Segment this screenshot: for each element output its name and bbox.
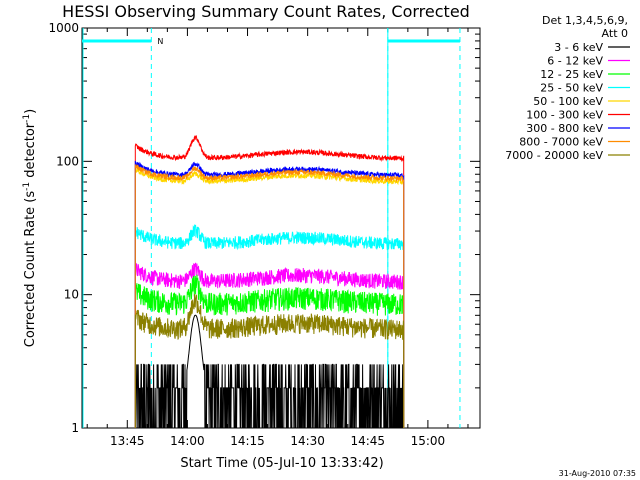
- x-tick-label: 13:45: [110, 434, 145, 448]
- series-line-4: [134, 223, 405, 429]
- legend-header-line: Det 1,3,4,5,6,9,: [542, 14, 628, 27]
- y-axis-label-sup1: -1: [22, 182, 32, 191]
- series-line-2: [134, 262, 405, 429]
- x-tick-label: 15:00: [411, 434, 446, 448]
- series-line-8: [134, 164, 405, 429]
- x-tick-label: 14:30: [290, 434, 325, 448]
- series-line-3: [134, 274, 405, 429]
- legend-entry-label: 7000 - 20000 keV: [505, 149, 603, 162]
- legend-entry-label: 6 - 12 keV: [547, 55, 603, 68]
- chart-title: HESSI Observing Summary Count Rates, Cor…: [62, 2, 470, 21]
- y-axis-label-main: Corrected Count Rate (s: [23, 191, 38, 348]
- legend-entry-label: 800 - 7000 keV: [519, 136, 603, 149]
- series-line-1: [134, 314, 404, 429]
- legend-entry-label: 300 - 800 keV: [526, 122, 603, 135]
- plot-area: 1 10 100 1000 13:45 14:00 14:15 14:30 14:45 15:00…: [48, 21, 481, 448]
- x-axis-label: Start Time (05-Jul-10 13:33:42): [180, 456, 383, 471]
- flag-label: N: [157, 37, 163, 46]
- legend-entry-label: 100 - 300 keV: [526, 109, 603, 122]
- y-tick-label: 1: [71, 421, 79, 435]
- y-tick-label: 100: [56, 154, 79, 168]
- series-line-9: [134, 294, 405, 429]
- series-line-6: [134, 135, 405, 429]
- series-line-7: [134, 160, 405, 429]
- legend-entry-label: 50 - 100 keV: [533, 95, 603, 108]
- x-tick-label: 14:00: [170, 434, 205, 448]
- y-axis-label-end: ): [23, 109, 38, 114]
- y-tick-label: 1000: [48, 21, 79, 35]
- y-tick-label: 10: [64, 288, 79, 302]
- legend-entry-label: 3 - 6 keV: [554, 41, 603, 54]
- legend-header-line: Att 0: [602, 27, 628, 40]
- legend-entry-label: 25 - 50 keV: [540, 82, 603, 95]
- x-tick-label: 14:15: [230, 434, 265, 448]
- footer-timestamp: 31-Aug-2010 07:35: [559, 469, 636, 478]
- y-axis-label-sup2: -1: [22, 114, 32, 123]
- y-axis-label: Corrected Count Rate (s-1 detector-1): [22, 109, 38, 347]
- y-axis-label-mid: detector: [23, 122, 38, 182]
- x-tick-label: 14:45: [350, 434, 385, 448]
- legend-entry-label: 12 - 25 keV: [540, 68, 603, 81]
